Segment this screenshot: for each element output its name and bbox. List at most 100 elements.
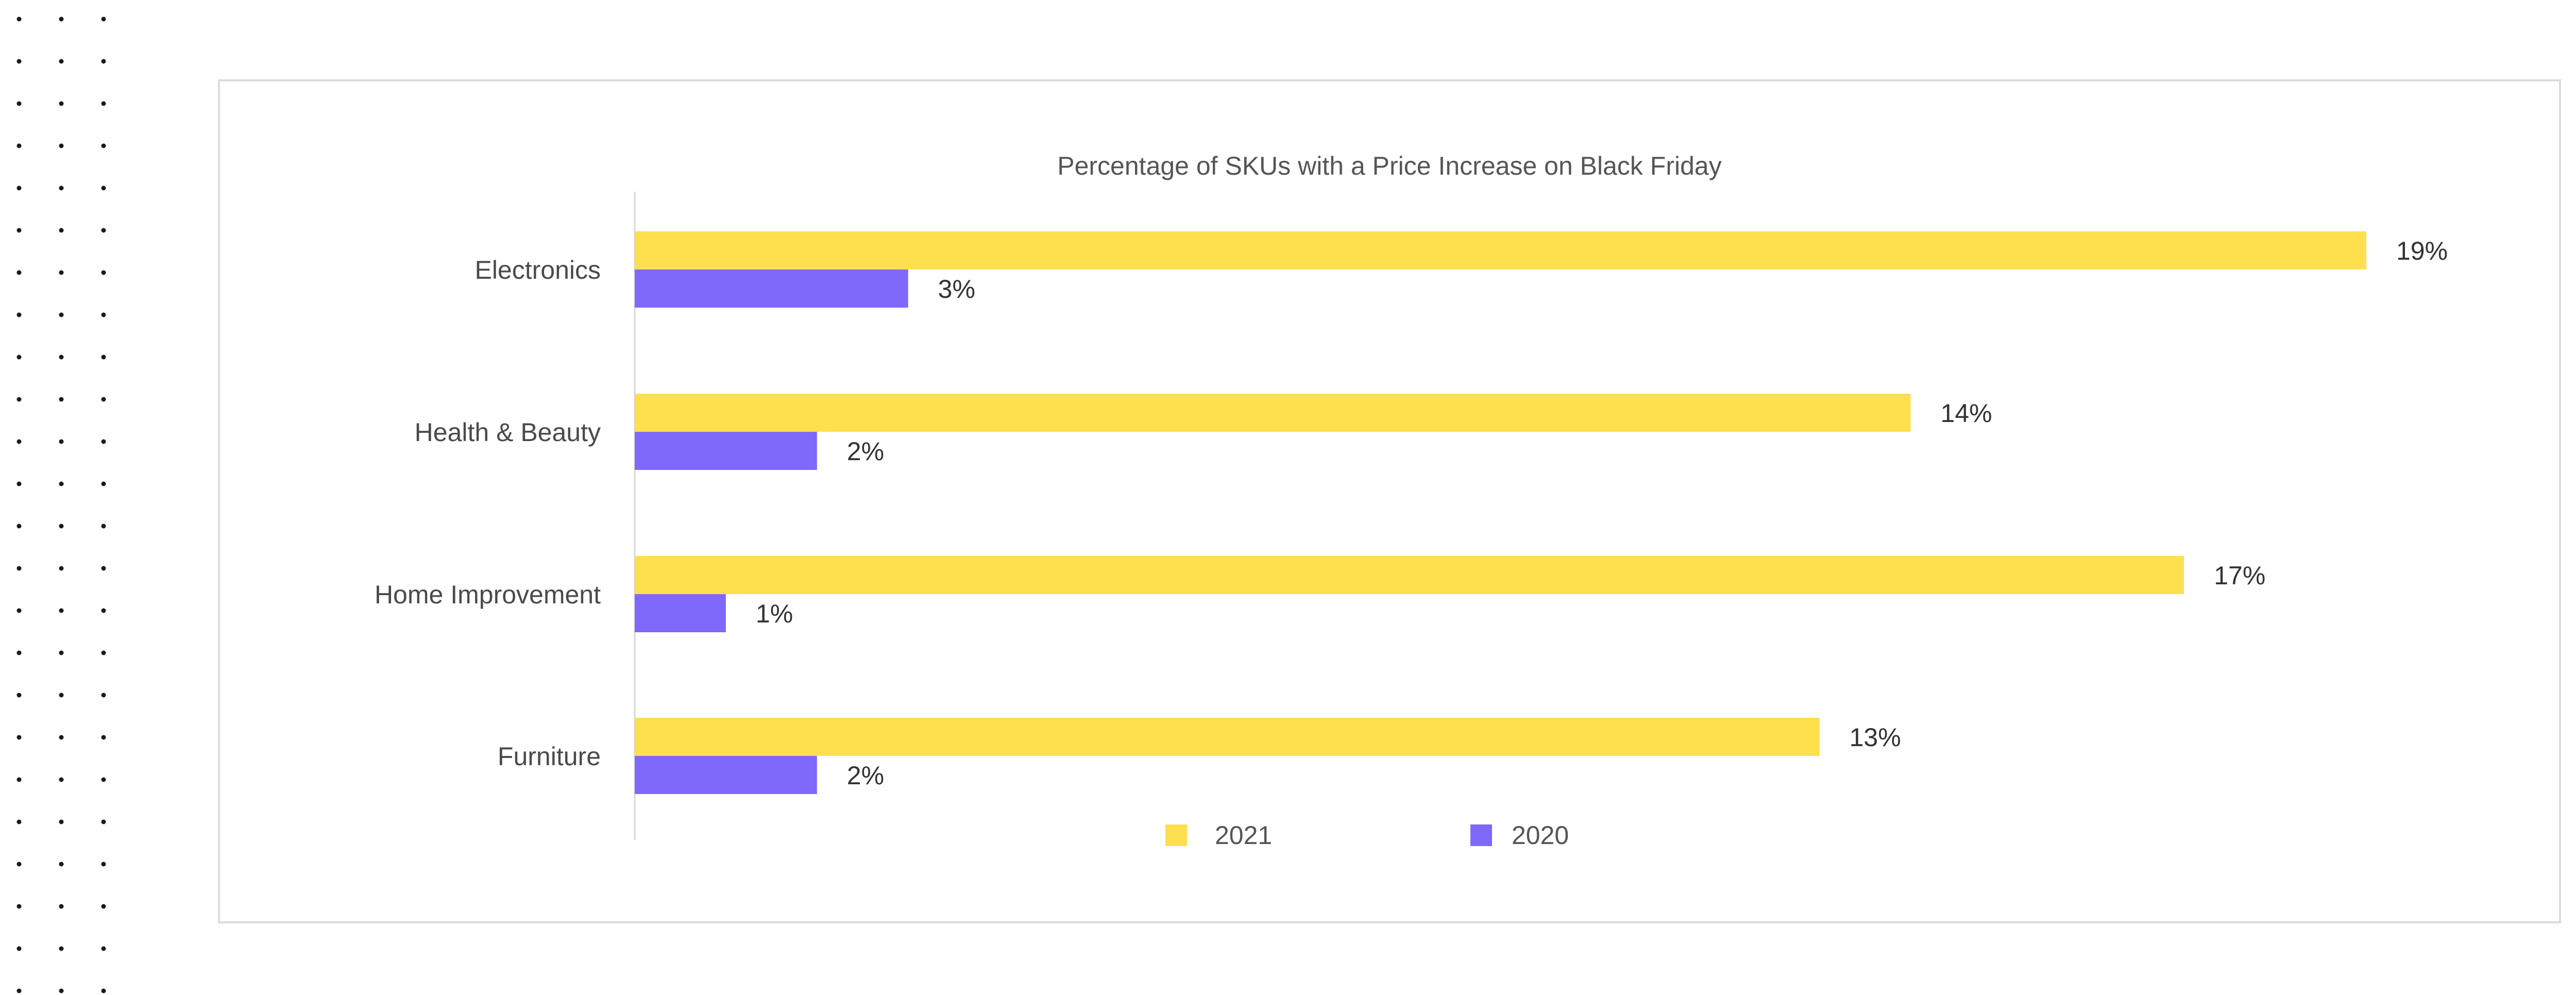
bar-2021 <box>635 718 1820 756</box>
decorative-dot <box>101 185 106 191</box>
decorative-dot <box>59 312 64 317</box>
legend-label: 2021 <box>1215 821 1272 850</box>
decorative-dot <box>101 946 106 951</box>
decorative-dot <box>101 735 106 740</box>
decorative-dot <box>101 524 106 529</box>
category-label: Furniture <box>498 742 601 771</box>
decorative-dot <box>101 355 106 360</box>
decorative-dot <box>16 355 22 360</box>
decorative-dot-pattern <box>16 16 106 993</box>
decorative-dot <box>101 439 106 444</box>
decorative-dot <box>16 819 22 824</box>
decorative-dot <box>16 270 22 275</box>
decorative-dot <box>16 439 22 444</box>
decorative-dot <box>101 650 106 655</box>
decorative-dot <box>59 650 64 655</box>
decorative-dot <box>16 397 22 402</box>
decorative-dot <box>16 777 22 782</box>
decorative-dot <box>59 904 64 909</box>
decorative-dot <box>16 481 22 486</box>
data-label: 19% <box>2396 237 2448 265</box>
chart-title: Percentage of SKUs with a Price Increase… <box>1057 151 1721 180</box>
decorative-dot <box>59 439 64 444</box>
decorative-dot <box>101 904 106 909</box>
bar-2020 <box>635 432 817 470</box>
decorative-dot <box>16 650 22 655</box>
decorative-dot <box>59 988 64 993</box>
data-label: 1% <box>756 599 793 628</box>
decorative-dot <box>59 693 64 698</box>
data-label: 3% <box>938 275 975 303</box>
decorative-dot <box>16 524 22 529</box>
decorative-dot <box>101 777 106 782</box>
decorative-dot <box>59 481 64 486</box>
decorative-dot <box>16 566 22 571</box>
decorative-dot <box>59 397 64 402</box>
data-label: 17% <box>2214 561 2265 590</box>
decorative-dot <box>16 59 22 64</box>
decorative-dot <box>16 185 22 191</box>
category-label: Health & Beauty <box>415 418 601 447</box>
bar-2020 <box>635 594 726 632</box>
decorative-dot <box>101 481 106 486</box>
decorative-dot <box>101 312 106 317</box>
decorative-dot <box>101 16 106 22</box>
decorative-dot <box>16 862 22 867</box>
decorative-dot <box>59 270 64 275</box>
decorative-dot <box>59 524 64 529</box>
data-label: 2% <box>847 761 884 790</box>
decorative-dot <box>101 819 106 824</box>
bar-2021 <box>635 231 2366 269</box>
decorative-dot <box>59 608 64 613</box>
decorative-dot <box>101 143 106 148</box>
legend-swatch-2020 <box>1470 824 1492 846</box>
data-label: 14% <box>1941 399 1992 428</box>
bar-2021 <box>635 394 1911 432</box>
legend-label: 2020 <box>1512 821 1569 850</box>
decorative-dot <box>59 185 64 191</box>
decorative-dot <box>101 693 106 698</box>
decorative-dot <box>59 355 64 360</box>
decorative-dot <box>59 143 64 148</box>
bars-group: Electronics 19% 3% Health & Beauty 14% 2% Home… <box>375 231 2448 794</box>
decorative-dot <box>59 101 64 106</box>
data-label: 13% <box>1850 723 1901 752</box>
decorative-dot <box>16 101 22 106</box>
decorative-dot <box>16 904 22 909</box>
decorative-dot <box>16 143 22 148</box>
category-label: Electronics <box>474 256 601 284</box>
decorative-dot <box>59 862 64 867</box>
bar-2020 <box>635 269 908 308</box>
decorative-dot <box>16 228 22 233</box>
decorative-dot <box>101 608 106 613</box>
decorative-dot <box>16 693 22 698</box>
decorative-dot <box>59 946 64 951</box>
decorative-dot <box>101 988 106 993</box>
legend-swatch-2021 <box>1165 824 1187 846</box>
decorative-dot <box>101 59 106 64</box>
decorative-dot <box>16 946 22 951</box>
decorative-dot <box>16 608 22 613</box>
decorative-dot <box>101 862 106 867</box>
decorative-dot <box>59 16 64 22</box>
decorative-dot <box>59 59 64 64</box>
decorative-dot <box>101 101 106 106</box>
data-label: 2% <box>847 437 884 466</box>
decorative-dot <box>16 735 22 740</box>
category-label: Home Improvement <box>375 580 601 609</box>
decorative-dot <box>59 735 64 740</box>
decorative-dot <box>101 397 106 402</box>
decorative-dot <box>59 777 64 782</box>
chart-frame <box>218 79 2561 923</box>
decorative-dot <box>101 270 106 275</box>
decorative-dot <box>59 819 64 824</box>
decorative-dot <box>59 228 64 233</box>
decorative-dot <box>16 312 22 317</box>
decorative-dot <box>59 566 64 571</box>
bar-2021 <box>635 556 2184 594</box>
legend: 2021 2020 <box>1165 821 1569 850</box>
decorative-dot <box>101 566 106 571</box>
decorative-dot <box>16 16 22 22</box>
decorative-dot <box>101 228 106 233</box>
